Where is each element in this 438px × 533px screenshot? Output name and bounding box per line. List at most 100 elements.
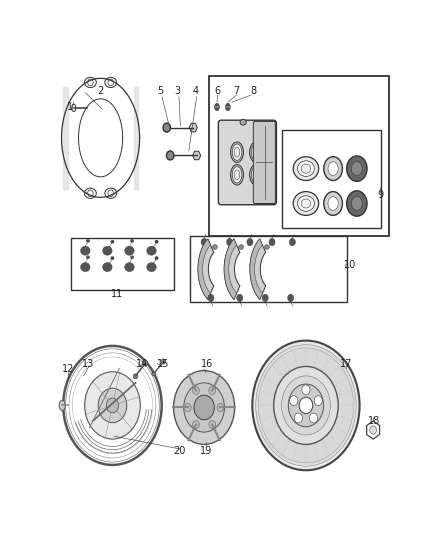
Bar — [71, 238, 173, 290]
Ellipse shape — [234, 147, 240, 157]
Ellipse shape — [328, 197, 338, 211]
Ellipse shape — [133, 374, 138, 379]
Circle shape — [98, 388, 127, 423]
Ellipse shape — [239, 245, 244, 249]
Polygon shape — [198, 239, 214, 300]
Polygon shape — [250, 239, 262, 300]
Text: 7: 7 — [233, 86, 240, 95]
Circle shape — [88, 190, 93, 197]
Text: 13: 13 — [82, 359, 94, 368]
FancyBboxPatch shape — [219, 120, 276, 205]
Circle shape — [310, 413, 318, 423]
Circle shape — [370, 426, 377, 434]
Text: 11: 11 — [111, 289, 124, 299]
Ellipse shape — [240, 119, 246, 125]
Ellipse shape — [230, 165, 244, 185]
Ellipse shape — [59, 400, 65, 410]
Ellipse shape — [253, 170, 259, 180]
Ellipse shape — [232, 144, 242, 160]
Ellipse shape — [293, 157, 319, 181]
Ellipse shape — [347, 156, 367, 181]
Ellipse shape — [212, 245, 218, 249]
Ellipse shape — [262, 294, 268, 302]
Circle shape — [88, 79, 93, 86]
Circle shape — [290, 395, 298, 406]
Ellipse shape — [125, 263, 134, 272]
Ellipse shape — [265, 245, 269, 249]
Circle shape — [302, 385, 310, 395]
Ellipse shape — [226, 238, 233, 246]
Circle shape — [184, 383, 224, 432]
Circle shape — [299, 397, 313, 414]
Text: 6: 6 — [215, 86, 221, 95]
Ellipse shape — [131, 239, 134, 243]
Ellipse shape — [226, 103, 230, 111]
Ellipse shape — [301, 199, 311, 208]
Bar — [209, 76, 389, 236]
Ellipse shape — [81, 246, 90, 255]
Ellipse shape — [230, 142, 244, 163]
Ellipse shape — [288, 294, 294, 302]
Circle shape — [193, 386, 199, 394]
Circle shape — [106, 398, 119, 413]
Ellipse shape — [247, 238, 253, 246]
Ellipse shape — [234, 170, 240, 180]
Ellipse shape — [125, 246, 134, 255]
Ellipse shape — [102, 246, 112, 255]
Circle shape — [193, 421, 199, 429]
Ellipse shape — [208, 294, 214, 302]
Text: 12: 12 — [61, 364, 74, 374]
Text: 9: 9 — [378, 190, 384, 200]
Text: 14: 14 — [136, 359, 148, 368]
Ellipse shape — [301, 164, 311, 173]
Text: 18: 18 — [368, 416, 380, 426]
Polygon shape — [224, 239, 240, 300]
Ellipse shape — [161, 359, 166, 364]
Ellipse shape — [131, 256, 134, 259]
Ellipse shape — [251, 144, 261, 160]
Circle shape — [173, 370, 235, 445]
Circle shape — [294, 413, 302, 423]
Text: 4: 4 — [193, 86, 199, 95]
Ellipse shape — [269, 238, 275, 246]
Bar — [190, 236, 347, 302]
Ellipse shape — [201, 238, 207, 246]
Polygon shape — [224, 239, 237, 300]
Text: 20: 20 — [173, 446, 186, 456]
Circle shape — [282, 376, 330, 435]
Ellipse shape — [147, 246, 156, 255]
Ellipse shape — [250, 165, 262, 185]
Polygon shape — [193, 151, 201, 160]
Circle shape — [252, 341, 360, 470]
Circle shape — [274, 366, 338, 445]
Ellipse shape — [293, 191, 319, 215]
Circle shape — [209, 421, 215, 429]
Text: 17: 17 — [340, 359, 352, 368]
Polygon shape — [250, 239, 266, 300]
Polygon shape — [367, 421, 380, 439]
Text: 16: 16 — [201, 359, 213, 368]
Circle shape — [256, 345, 356, 466]
Ellipse shape — [86, 239, 90, 243]
Circle shape — [108, 79, 113, 86]
Circle shape — [258, 348, 353, 463]
Polygon shape — [198, 239, 211, 300]
Ellipse shape — [111, 240, 114, 243]
Text: 1: 1 — [67, 102, 73, 112]
Ellipse shape — [297, 196, 314, 211]
Ellipse shape — [290, 238, 295, 246]
Ellipse shape — [253, 147, 259, 157]
Ellipse shape — [347, 191, 367, 216]
Ellipse shape — [85, 77, 96, 87]
Ellipse shape — [297, 161, 314, 176]
Ellipse shape — [324, 157, 343, 181]
Ellipse shape — [232, 166, 242, 183]
Ellipse shape — [102, 263, 112, 272]
Ellipse shape — [81, 263, 90, 272]
Circle shape — [209, 386, 215, 394]
FancyBboxPatch shape — [253, 122, 276, 204]
Ellipse shape — [72, 104, 76, 111]
Ellipse shape — [111, 256, 114, 260]
Ellipse shape — [215, 103, 219, 111]
Text: 2: 2 — [97, 86, 104, 95]
